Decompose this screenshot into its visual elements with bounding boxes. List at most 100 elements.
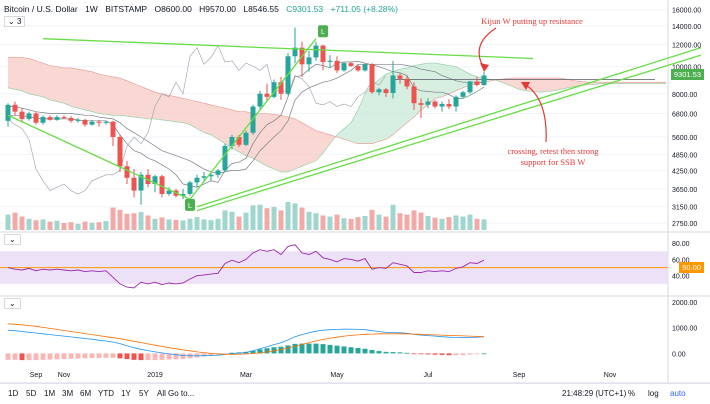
trendline [196,47,702,208]
volume-bar [334,214,340,230]
candle-body [327,60,333,62]
volume-bar [278,210,284,230]
macd-histogram-bar [40,353,46,360]
cloud-segment [50,65,57,102]
crossing-annotation-line-1: crossing, retest then strong [507,146,599,156]
timeframe-button-5y[interactable]: 5Y [139,389,149,398]
cloud-segment [127,80,134,118]
volume-bar [117,209,123,230]
goto-button[interactable]: Go to... [168,389,195,398]
candle-body [75,119,81,121]
crossing-annotation-line-2: support for SSB W [520,156,586,167]
candle-body [257,93,263,107]
volume-bar [47,221,53,230]
cloud-segment [554,78,561,91]
cloud-segment [323,132,330,154]
volume-bar [397,213,403,230]
volume-bar [355,217,361,230]
cloud-segment [512,78,519,90]
cloud-segment [421,63,428,110]
cloud-segment [631,82,638,84]
candle-body [278,82,284,94]
volume-bar [243,212,249,230]
volume-bar [439,218,445,230]
volume-bar [201,219,207,230]
close-value: C9301.53 [286,4,324,14]
macd-histogram-bar [299,343,305,354]
timeframe-button-6m[interactable]: 6M [80,389,92,398]
timeframe-button-all[interactable]: All [157,389,166,398]
crossing-arrow [525,84,547,143]
candle-body [341,63,347,71]
volume-bar [208,220,214,230]
volume-bar [187,218,193,230]
volume-bar [82,221,88,230]
trendline [196,54,702,212]
timeframe-button-1d[interactable]: 1D [8,389,19,398]
log-toggle[interactable]: log [648,389,659,398]
cloud-segment [547,78,554,92]
trendline [189,38,317,200]
cloud-segment [36,60,43,97]
cloud-segment [316,130,323,161]
cloud-segment [267,113,274,170]
volume-bar [306,211,312,230]
candle-body [82,119,88,125]
macd-histogram-bar [138,353,144,361]
indicator-toggle[interactable]: ⌄ 3 [4,16,26,27]
cloud-segment [309,126,316,164]
senkou-b-line [8,57,666,144]
timeframe-button-1y[interactable]: 1Y [121,389,131,398]
candle-body [390,75,396,93]
cloud-segment [526,78,533,92]
macd-histogram-bar [54,353,60,360]
symbol-name[interactable]: Bitcoin / U.S. Dollar [4,4,78,14]
candle-body [292,47,298,57]
macd-histogram-bar [481,353,487,355]
macd-collapse-toggle[interactable]: ⌄ [4,298,21,309]
volume-bar [418,212,424,230]
candle-body [5,104,11,121]
cloud-segment [435,63,442,99]
auto-toggle[interactable]: auto [670,389,686,398]
candle-body [194,177,200,183]
macd-histogram-bar [5,353,11,360]
volume-bar [320,215,326,230]
macd-histogram-bar [439,353,445,355]
cloud-segment [428,63,435,105]
macd-histogram-bar [355,347,361,354]
cloud-segment [190,99,197,129]
candle-body [40,117,46,123]
cloud-segment [134,83,141,118]
candle-body [61,117,67,119]
macd-histogram-bar [159,353,165,360]
timeframe-button-5d[interactable]: 5D [26,389,37,398]
indicator-count: 3 [16,17,22,26]
cloud-segment [295,118,302,170]
timeframe-button-3m[interactable]: 3M [62,389,74,398]
candle-body [201,176,207,178]
percent-toggle[interactable]: % [628,389,636,398]
volume-bar [348,218,354,230]
cloud-segment [29,58,36,96]
chevron-down-icon: ⌄ [8,17,15,26]
timeframe-button-1m[interactable]: 1M [44,389,56,398]
volume-bar [159,217,165,230]
interval-label[interactable]: 1W [85,4,98,14]
candle-body [425,101,431,105]
cloud-segment [260,113,267,167]
volume-bar [173,219,179,230]
cloud-segment [456,66,463,91]
rsi-collapse-toggle[interactable]: ⌄ [4,234,21,245]
candle-body [355,66,361,71]
volume-bar [425,216,431,230]
exchange-label: BITSTAMP [105,4,148,14]
macd-histogram-bar [362,348,368,354]
cloud-segment [85,70,92,112]
chikou-line [7,44,387,195]
price-tick-label: 14000.00 [672,24,701,31]
cloud-segment [379,74,386,142]
timeframe-button-ytd[interactable]: YTD [98,389,114,398]
volume-bar [369,209,375,230]
